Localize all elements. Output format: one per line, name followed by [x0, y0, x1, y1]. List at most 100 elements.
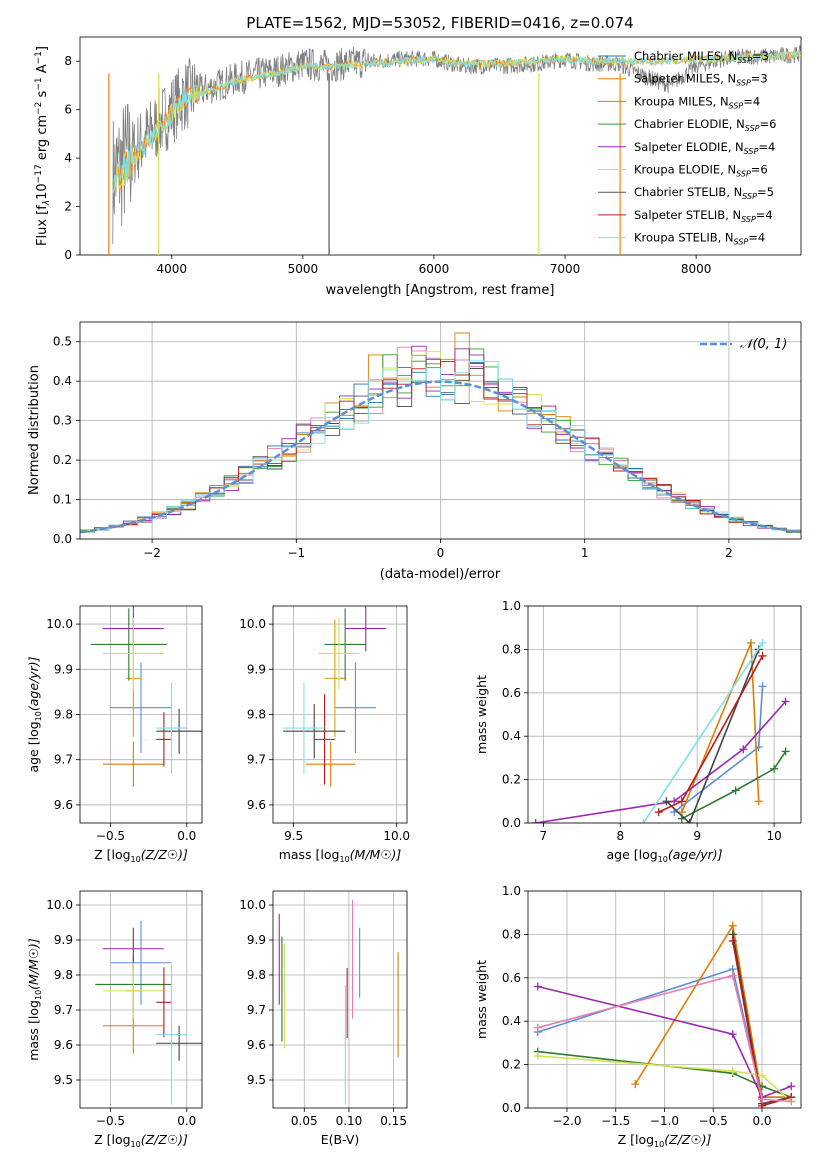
y-tick-label: 9.9: [54, 662, 73, 676]
x-tick-label: 2: [725, 546, 733, 560]
x-tick-label: 0.15: [380, 1114, 407, 1128]
y-tick-label: 10.0: [239, 617, 266, 631]
x-tick-label: −0.5: [699, 1114, 728, 1128]
x-tick-label: 4000: [156, 262, 187, 276]
y-tick-label: 9.8: [247, 708, 266, 722]
legend-entry-label: Kroupa ELODIE, NSSP=6: [634, 163, 768, 179]
legend-entry-label: Kroupa STELIB, NSSP=4: [634, 231, 765, 247]
legend-entry-label: Salpeter MILES, NSSP=3: [634, 72, 768, 88]
legend-entry-label: Kroupa MILES, NSSP=4: [634, 94, 760, 110]
weight-age-lines: [531, 638, 790, 823]
weight-age-series-line: [642, 642, 764, 823]
weight-z-x-label: Z [log10(Z/Z☉)]: [618, 1132, 712, 1149]
x-tick-label: 0.10: [336, 1114, 363, 1128]
weight-vs-z-panel: −2.0 −1.5 −1.0 −0.5 0.0 0.0 0.2 0.4 0.6 0.8 1.0 Z […: [474, 884, 802, 1149]
x-tick-label: 7: [540, 829, 548, 843]
residuals-panel: −2 −1 0 1 2 0.0 0.1 0.2 0.3 0.4 0.5 𝒩(0, 1) (data…: [27, 321, 802, 582]
y-tick-label: 0.0: [502, 816, 521, 830]
y-tick-label: 2: [64, 200, 72, 214]
weight-age-y-label: mass weight: [474, 675, 489, 754]
spectrum-y-label: Flux [fλ10−17 erg cm−2 s−1 A−1]: [34, 46, 52, 246]
y-tick-label: 1.0: [502, 884, 521, 898]
data-spectrum-line: [112, 45, 801, 245]
age-vs-z-panel: −0.5 0.0 9.6 9.7 9.8 9.9 10.0 Z [log10(Z/Z☉)] ag…: [26, 605, 203, 864]
residual-histogram: [80, 360, 801, 533]
x-tick-label: 0.0: [177, 1114, 196, 1128]
y-tick-label: 0.5: [53, 335, 72, 349]
x-tick-label: −0.5: [96, 829, 125, 843]
y-tick-label: 0.0: [502, 1101, 521, 1115]
age-vs-mass-panel: 9.5 10.0 9.6 9.7 9.8 9.9 10.0 mass [log10(M/M☉)…: [239, 605, 410, 864]
y-tick-label: 0.1: [53, 493, 72, 507]
x-tick-label: 0.05: [291, 1114, 318, 1128]
x-tick-label: 8000: [681, 262, 712, 276]
x-tick-label: 0.0: [177, 829, 196, 843]
y-tick-label: 0.8: [502, 642, 521, 656]
x-tick-label: −0.5: [96, 1114, 125, 1128]
legend-entry-label: Chabrier ELODIE, NSSP=6: [634, 117, 776, 133]
spectrum-axes-frame: [79, 36, 802, 256]
y-tick-label: 0.4: [53, 374, 72, 388]
axes-frame: [272, 890, 408, 1109]
x-tick-label: 0: [437, 546, 445, 560]
y-tick-label: 9.5: [54, 1073, 73, 1087]
y-tick-label: 9.6: [247, 798, 266, 812]
y-tick-label: 0.2: [502, 1058, 521, 1072]
axes-frame: [527, 605, 802, 824]
age-z-x-label: Z [log10(Z/Z☉)]: [94, 847, 188, 864]
mass-vs-z-panel: −0.5 0.0 9.5 9.6 9.7 9.8 9.9 10.0 Z [log10(Z/Z☉)…: [26, 890, 203, 1149]
y-tick-label: 0.2: [502, 773, 521, 787]
x-tick-label: −2.0: [552, 1114, 581, 1128]
x-tick-label: 8: [616, 829, 624, 843]
legend-entry-label: Salpeter STELIB, NSSP=4: [634, 208, 773, 224]
y-tick-label: 9.8: [54, 708, 73, 722]
x-tick-label: 1: [581, 546, 589, 560]
x-tick-label: 7000: [550, 262, 581, 276]
residuals-histograms: [80, 332, 801, 534]
y-tick-label: 9.5: [247, 1073, 266, 1087]
y-tick-label: 6: [64, 103, 72, 117]
y-tick-label: 9.6: [54, 798, 73, 812]
legend-entry-label: Chabrier STELIB, NSSP=5: [634, 185, 774, 201]
legend-entry-label: Salpeter ELODIE, NSSP=4: [634, 140, 775, 156]
age-z-y-label: age [log10(age/yr)]: [26, 656, 43, 772]
y-tick-label: 0.2: [53, 453, 72, 467]
weight-z-y-label: mass weight: [474, 960, 489, 1039]
spectrum-lines: [108, 45, 801, 255]
y-tick-label: 0.3: [53, 414, 72, 428]
y-tick-label: 0.8: [502, 927, 521, 941]
weight-z-series-line: [537, 974, 792, 1103]
x-tick-label: 0.0: [752, 1114, 771, 1128]
x-tick-label: 10: [766, 829, 781, 843]
x-tick-label: 9.5: [284, 829, 303, 843]
axes-frame: [79, 890, 203, 1109]
y-tick-label: 0: [64, 248, 72, 262]
spectrum-panel: Chabrier MILES, NSSP=3 Salpeter MILES, NS…: [34, 36, 802, 298]
figure-title: PLATE=1562, MJD=53052, FIBERID=0416, z=0…: [246, 14, 633, 32]
y-tick-label: 9.9: [247, 662, 266, 676]
y-tick-label: 9.7: [54, 753, 73, 767]
y-tick-label: 0.0: [53, 532, 72, 546]
y-tick-label: 10.0: [239, 898, 266, 912]
spectrum-x-ticks: 4000 5000 6000 7000 8000: [156, 255, 711, 276]
weight-z-series-line: [537, 1055, 792, 1103]
x-tick-label: 10.0: [383, 829, 410, 843]
weight-vs-age-panel: 7 8 9 10 0.0 0.2 0.4 0.6 0.8 1.0 age [log10(age/yr…: [474, 599, 802, 864]
y-tick-label: 9.8: [54, 968, 73, 982]
spectrum-x-label: wavelength [Angstrom, rest frame]: [326, 283, 555, 298]
mass-vs-ebv-panel: 0.05 0.10 0.15 9.5 9.6 9.7 9.8 9.9 10.0 E(B-V): [239, 890, 408, 1147]
weight-z-series-line: [537, 985, 792, 1099]
spectrum-plot-area: [108, 45, 801, 255]
y-tick-label: 0.4: [502, 729, 521, 743]
y-tick-label: 0.6: [502, 971, 521, 985]
weight-age-series-line: [681, 750, 787, 820]
mass-ebv-x-label: E(B-V): [321, 1132, 360, 1147]
y-tick-label: 0.4: [502, 1014, 521, 1028]
y-tick-label: 9.6: [54, 1038, 73, 1052]
weight-age-x-label: age [log10(age/yr)]: [606, 847, 722, 864]
x-tick-label: −1: [287, 546, 305, 560]
y-tick-label: 1.0: [502, 599, 521, 613]
y-tick-label: 9.9: [247, 933, 266, 947]
y-tick-label: 10.0: [46, 898, 73, 912]
